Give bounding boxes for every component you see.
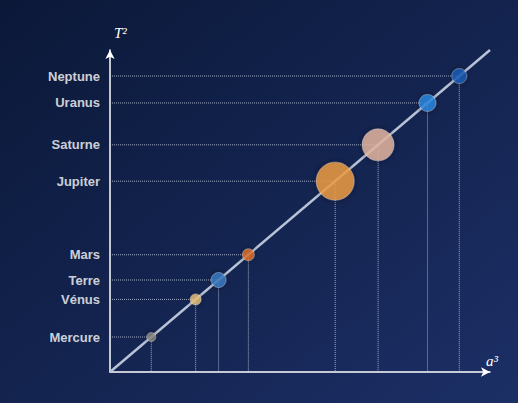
svg-text:Neptune: Neptune <box>48 69 100 84</box>
svg-text:Vénus: Vénus <box>61 292 100 307</box>
svg-text:T²: T² <box>114 25 127 41</box>
svg-text:Mars: Mars <box>70 247 100 262</box>
svg-text:Terre: Terre <box>68 273 100 288</box>
svg-text:Uranus: Uranus <box>55 95 100 110</box>
svg-text:a³: a³ <box>486 353 499 369</box>
svg-text:Mercure: Mercure <box>49 330 100 345</box>
svg-text:Jupiter: Jupiter <box>57 174 100 189</box>
svg-text:Saturne: Saturne <box>52 137 100 152</box>
